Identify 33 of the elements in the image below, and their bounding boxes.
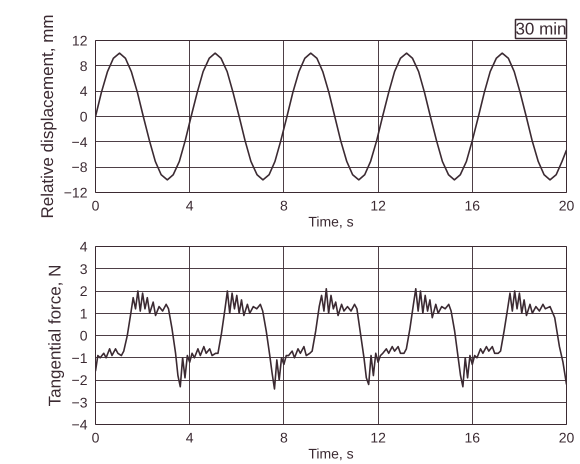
x-tick-label: 12 [370, 198, 386, 214]
y-tick-label: −3 [72, 394, 88, 410]
x-tick-label: 8 [280, 198, 288, 214]
y-tick-label: −1 [72, 350, 88, 366]
y-tick-label: 1 [80, 305, 88, 322]
x-tick-label: 0 [92, 430, 100, 446]
x-tick-label: 20 [558, 198, 574, 214]
y-tick-label: −4 [72, 416, 88, 432]
y-axis-title: Tangential force, N [46, 264, 65, 406]
y-tick-label: −12 [64, 184, 88, 200]
x-axis-title: Time, s [308, 214, 354, 230]
x-tick-label: 12 [370, 430, 386, 446]
y-tick-label: −8 [72, 159, 88, 176]
x-tick-label: 16 [464, 198, 480, 214]
x-tick-label: 4 [186, 430, 194, 446]
x-tick-label: 0 [92, 198, 100, 214]
y-tick-label: 2 [80, 283, 88, 299]
y-tick-label: 8 [80, 58, 88, 74]
y-tick-label: 4 [80, 238, 88, 254]
y-tick-label: 3 [80, 260, 88, 277]
y-tick-label: −2 [72, 372, 88, 388]
y-tick-label: 0 [80, 328, 88, 344]
text: 30 min [515, 20, 567, 38]
x-axis-title: Time, s [308, 446, 354, 462]
y-tick-label: 12 [72, 32, 88, 48]
y-tick-label: −4 [72, 134, 88, 150]
x-tick-label: 20 [558, 430, 574, 446]
y-tick-label: 0 [80, 108, 88, 124]
x-tick-label: 16 [464, 430, 480, 446]
x-tick-label: 8 [280, 430, 288, 446]
y-axis-title: Relative displacement, mm [38, 14, 57, 219]
x-tick-label: 4 [186, 198, 194, 214]
y-tick-label: 4 [80, 83, 88, 100]
